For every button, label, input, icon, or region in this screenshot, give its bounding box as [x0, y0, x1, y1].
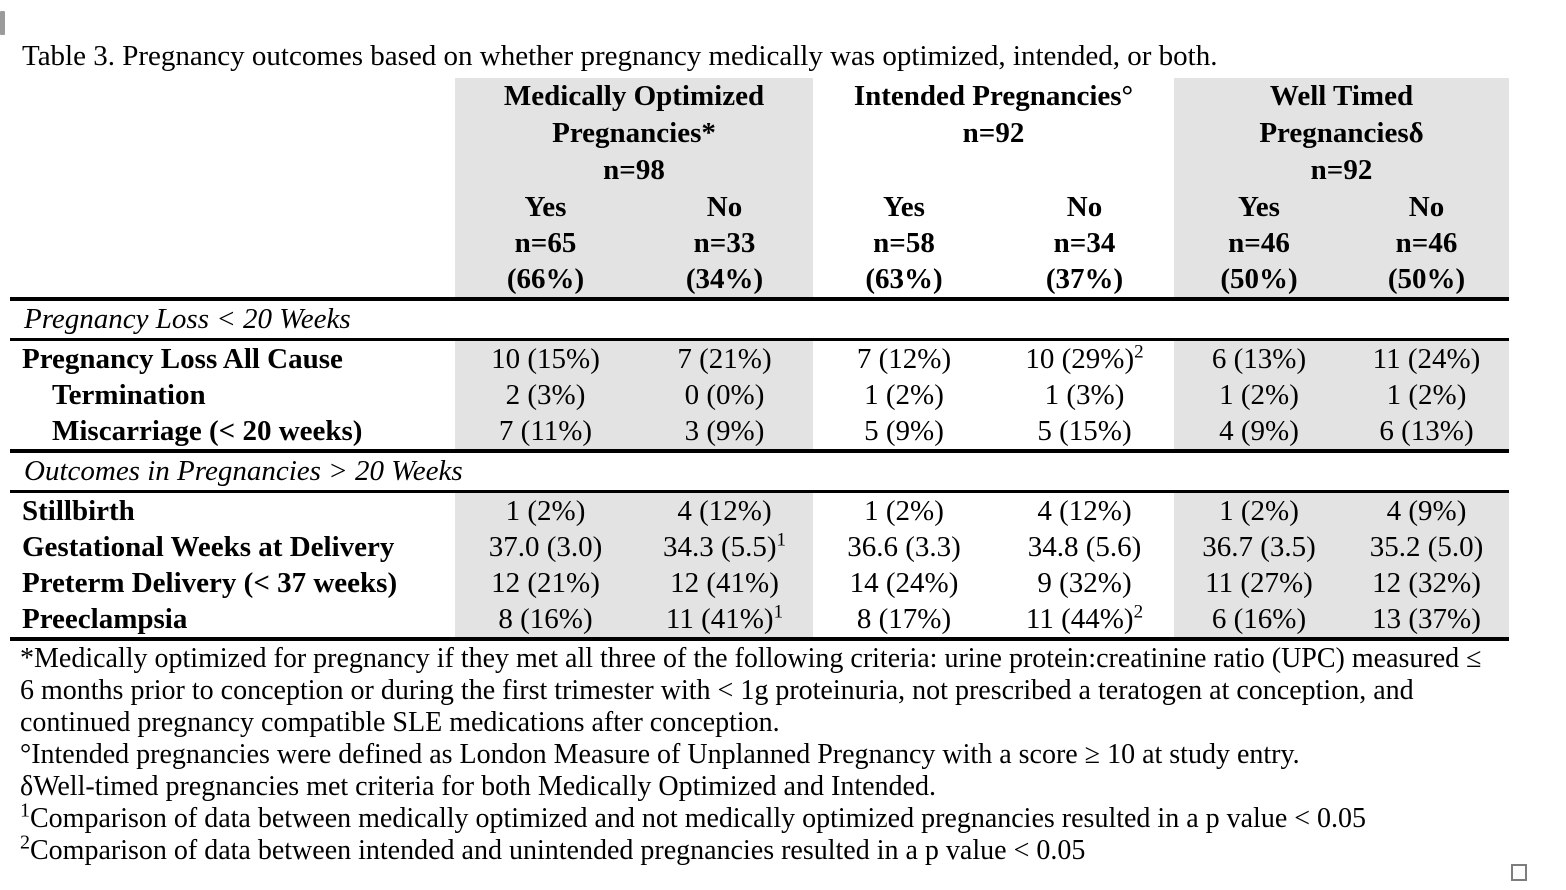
data-cell: 12 (32%) — [1344, 565, 1509, 601]
data-cell: 7 (12%) — [856, 343, 952, 375]
left-edge-marker — [0, 11, 5, 35]
resize-handle-icon[interactable] — [1511, 864, 1527, 881]
data-cell: 4 (12%) — [636, 493, 813, 529]
row-label: Pregnancy Loss All Cause — [22, 343, 343, 375]
data-cell: 2 (3%) — [455, 377, 636, 413]
data-cell: 6 (13%) — [1174, 341, 1344, 377]
data-cell: 6 (13%) — [1344, 413, 1509, 449]
subcolumn-header-intended-yes: Yes n=58 (63%) — [865, 191, 943, 295]
table-row: Gestational Weeks at Delivery 37.0 (3.0)… — [10, 529, 1509, 565]
row-label: Preterm Delivery (< 37 weeks) — [22, 567, 398, 599]
empty-header-cell — [10, 189, 455, 297]
subcolumn-header-welltimed-yes: Yes n=46 (50%) — [1174, 189, 1344, 297]
data-cell: 11 (27%) — [1174, 565, 1344, 601]
footnote-medically-optimized: *Medically optimized for pregnancy if th… — [20, 643, 1482, 738]
data-cell: 12 (41%) — [636, 565, 813, 601]
footnote-pvalue-optimized: 1Comparison of data between medically op… — [20, 799, 1367, 834]
data-cell: 8 (17%) — [856, 603, 952, 635]
data-cell: 36.7 (3.5) — [1174, 529, 1344, 565]
column-group-intended: Intended Pregnancies° n=92 — [813, 78, 1174, 189]
subcolumn-header-medopt-yes: Yes n=65 (66%) — [455, 189, 636, 297]
data-cell: 12 (21%) — [455, 565, 636, 601]
data-cell: 1 (2%) — [864, 379, 944, 411]
row-label: Miscarriage (< 20 weeks) — [52, 415, 363, 447]
section-header-outcomes: Outcomes in Pregnancies > 20 Weeks — [10, 449, 1509, 493]
data-cell: 10 (15%) — [455, 341, 636, 377]
data-cell: 11 (24%) — [1344, 341, 1509, 377]
data-cell: 35.2 (5.0) — [1344, 529, 1509, 565]
subcolumn-header-medopt-no: No n=33 (34%) — [636, 189, 813, 297]
table-row: Miscarriage (< 20 weeks) 7 (11%) 3 (9%) … — [10, 413, 1509, 449]
group-title-line — [813, 152, 1174, 189]
group-title-line: Well Timed — [1269, 80, 1414, 112]
data-cell: 8 (16%) — [455, 601, 636, 637]
data-cell: 10 (29%)2 — [1025, 341, 1144, 375]
data-cell: 7 (21%) — [636, 341, 813, 377]
table-row: Termination 2 (3%) 0 (0%) 1 (2%) 1 (3%) … — [10, 377, 1509, 413]
table-caption: Table 3. Pregnancy outcomes based on whe… — [22, 40, 1218, 72]
empty-header-cell — [10, 78, 455, 189]
data-cell: 4 (12%) — [1037, 495, 1132, 527]
footnote-well-timed: δWell-timed pregnancies met criteria for… — [20, 771, 936, 802]
data-cell: 1 (2%) — [1174, 377, 1344, 413]
data-cell: 5 (15%) — [1037, 415, 1132, 447]
section-header-pregnancy-loss: Pregnancy Loss < 20 Weeks — [10, 297, 1509, 341]
row-label: Preeclampsia — [22, 603, 188, 635]
header-group-row: Medically Optimized Pregnancies* n=98 In… — [10, 78, 1509, 189]
data-cell: 36.6 (3.3) — [847, 531, 961, 563]
row-label: Gestational Weeks at Delivery — [22, 531, 395, 563]
table-row: Pregnancy Loss All Cause 10 (15%) 7 (21%… — [10, 341, 1509, 377]
data-cell: 3 (9%) — [636, 413, 813, 449]
data-cell: 9 (32%) — [1037, 567, 1132, 599]
data-cell: 34.8 (5.6) — [1027, 531, 1142, 563]
data-cell: 34.3 (5.5)1 — [636, 529, 813, 565]
data-cell: 11 (44%)2 — [1025, 601, 1144, 635]
table-row: Preterm Delivery (< 37 weeks) 12 (21%) 1… — [10, 565, 1509, 601]
data-cell: 4 (9%) — [1344, 493, 1509, 529]
data-cell: 1 (2%) — [1174, 493, 1344, 529]
data-cell: 6 (16%) — [1174, 601, 1344, 637]
data-cell: 1 (2%) — [455, 493, 636, 529]
row-label: Termination — [52, 379, 206, 411]
footnote-pvalue-intended: 2Comparison of data between intended and… — [20, 831, 1086, 866]
data-cell: 7 (11%) — [455, 413, 636, 449]
data-cell: 1 (3%) — [1044, 379, 1125, 411]
data-cell: 4 (9%) — [1174, 413, 1344, 449]
group-n-label: n=92 — [962, 117, 1025, 149]
group-title-line: Pregnancies* — [552, 117, 716, 149]
table-row: Stillbirth 1 (2%) 4 (12%) 1 (2%) 4 (12%)… — [10, 493, 1509, 529]
group-n-label: n=92 — [1310, 154, 1373, 186]
group-title-line: Intended Pregnancies° — [853, 80, 1134, 112]
table-row: Preeclampsia 8 (16%) 11 (41%)1 8 (17%) 1… — [10, 601, 1509, 637]
group-title-line: Medically Optimized — [503, 80, 765, 112]
column-group-well-timed: Well Timed Pregnanciesδ n=92 — [1174, 78, 1509, 189]
footnote-intended: °Intended pregnancies were defined as Lo… — [20, 739, 1300, 770]
pregnancy-outcomes-table: Medically Optimized Pregnancies* n=98 In… — [10, 78, 1509, 641]
data-cell: 5 (9%) — [864, 415, 944, 447]
data-cell: 14 (24%) — [849, 567, 959, 599]
data-cell: 37.0 (3.0) — [455, 529, 636, 565]
data-cell: 1 (2%) — [864, 495, 944, 527]
subcolumn-header-intended-no: No n=34 (37%) — [1045, 191, 1124, 295]
group-title-line: Pregnanciesδ — [1259, 117, 1424, 149]
column-group-medically-optimized: Medically Optimized Pregnancies* n=98 — [455, 78, 813, 189]
header-subcolumn-row: Yes n=65 (66%) No n=33 (34%) Yes n=58 (6… — [10, 189, 1509, 297]
subcolumn-header-welltimed-no: No n=46 (50%) — [1344, 189, 1509, 297]
data-cell: 1 (2%) — [1344, 377, 1509, 413]
data-cell: 13 (37%) — [1344, 601, 1509, 637]
group-n-label: n=98 — [603, 154, 665, 186]
data-cell: 0 (0%) — [636, 377, 813, 413]
row-label: Stillbirth — [22, 495, 135, 527]
data-cell: 11 (41%)1 — [636, 601, 813, 637]
footnotes: *Medically optimized for pregnancy if th… — [20, 643, 1490, 867]
